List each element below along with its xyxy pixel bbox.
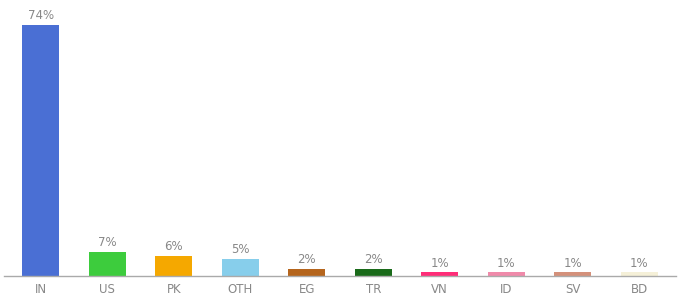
Text: 6%: 6% [165,240,183,253]
Bar [422,272,458,276]
Bar [554,272,591,276]
Text: 1%: 1% [564,257,582,270]
Bar [621,272,658,276]
Text: 1%: 1% [630,257,649,270]
Bar [89,252,126,276]
Text: 74%: 74% [28,9,54,22]
Text: 2%: 2% [364,254,383,266]
Bar [222,259,258,276]
Bar [488,272,524,276]
Bar [355,269,392,276]
Text: 7%: 7% [98,236,116,249]
Text: 5%: 5% [231,243,250,256]
Bar [156,256,192,276]
Text: 1%: 1% [430,257,449,270]
Bar [22,25,59,276]
Text: 2%: 2% [297,254,316,266]
Bar [288,269,325,276]
Text: 1%: 1% [497,257,515,270]
